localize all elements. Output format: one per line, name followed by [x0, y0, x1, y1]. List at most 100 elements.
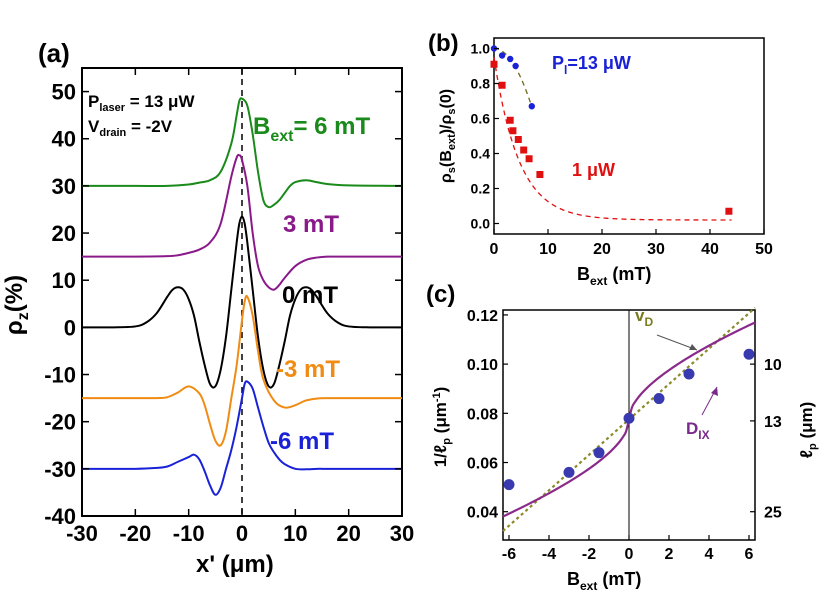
- curve-label-minus3mT: -3 mT: [276, 356, 340, 383]
- b-xtick-label: 10: [539, 241, 557, 258]
- legend-low-power: 1 μW: [572, 160, 615, 180]
- a-ytick-label: 10: [52, 268, 76, 293]
- c-xtick-label: -6: [502, 546, 516, 563]
- panel-a-label: (a): [38, 38, 70, 68]
- a-ytick-label: -20: [44, 410, 76, 435]
- c-xtick-label: 2: [665, 546, 674, 563]
- vd-annotation: vD: [635, 306, 653, 329]
- b-point-low: [498, 81, 506, 89]
- panel-c-y2label: ℓp (μm): [797, 402, 819, 459]
- a-xtick-label: 0: [236, 521, 248, 546]
- panel-c-ylabel: 1/ℓp (μm-1): [431, 387, 453, 468]
- c-ytick-label: 0.12: [467, 308, 498, 325]
- c-xtick-label: 0: [625, 546, 634, 563]
- b-point-low: [520, 146, 528, 154]
- dix-arrowhead: [711, 387, 718, 396]
- drain-voltage-param: Vdrain = -2V: [88, 117, 173, 139]
- b-point-high: [498, 52, 506, 59]
- a-xtick-label: -30: [66, 521, 98, 546]
- a-xtick-label: 30: [390, 521, 414, 546]
- panel-a-series-3: [82, 294, 402, 447]
- panel-c-marks: [502, 307, 756, 540]
- curve-label-minus6mT: -6 mT: [270, 428, 334, 455]
- panel-b-ticks: 0 10 20 30 40 50 0.0 0.2 0.4 0.6 0.8 1.0: [471, 41, 773, 259]
- b-xtick-label: 20: [593, 241, 611, 258]
- panel-b-label: (b): [428, 30, 459, 57]
- legend-high-power: Pl=13 μW: [552, 53, 631, 77]
- c-point: [623, 412, 635, 424]
- c-xtick-label: 6: [745, 546, 754, 563]
- b-xtick-label: 40: [701, 241, 719, 258]
- b-xtick-label: 50: [755, 241, 773, 258]
- a-ytick-label: 20: [52, 221, 76, 246]
- c-point: [683, 368, 695, 380]
- c-point: [593, 447, 605, 459]
- a-ytick-label: 50: [52, 80, 76, 105]
- b-point-low: [536, 171, 544, 178]
- panel-b-ylabel: ρs(Bext)/ρs(0): [438, 89, 458, 183]
- b-ytick-label: 0.0: [471, 216, 491, 232]
- panel-a: -30 -20 -10 0 10 20 30-40-30-20-1001020304050 …: [1, 38, 414, 578]
- b-ytick-label: 0.8: [471, 76, 491, 92]
- panel-c-ticks: -6 -4 -2 0 2 4 6 0.04 0.06 0.08 0.10 0.12 10 13 25: [467, 308, 782, 563]
- curve-label-0mT: 0 mT: [282, 282, 338, 309]
- curve-label-6mT: Bext= 6 mT: [253, 113, 371, 145]
- a-xtick-label: -10: [173, 521, 205, 546]
- b-point-low: [506, 116, 514, 124]
- c-ytick-label: 0.04: [467, 505, 498, 522]
- b-point-high: [528, 103, 535, 110]
- panel-b: 0 10 20 30 40 50 0.0 0.2 0.4 0.6 0.8 1.0 (b) Pl=13 …: [428, 30, 773, 288]
- b-point-low: [725, 207, 733, 215]
- b-xtick-label: 0: [490, 241, 499, 258]
- c-xtick-label: 4: [705, 546, 714, 563]
- c-y2tick-label: 10: [764, 357, 782, 374]
- a-ytick-label: 0: [64, 315, 76, 340]
- b-fit-low: [493, 57, 732, 221]
- panel-c: -6 -4 -2 0 2 4 6 0.04 0.06 0.08 0.10 0.12 10 13 25 (c)…: [426, 281, 819, 593]
- panel-b-frame: [493, 37, 765, 235]
- c-ytick-label: 0.08: [467, 406, 498, 423]
- panel-a-curves: [81, 97, 403, 496]
- b-point-high: [507, 55, 514, 63]
- panel-b-xlabel: Bext (mT): [577, 264, 651, 288]
- a-xtick-label: 10: [283, 521, 307, 546]
- b-xtick-label: 30: [647, 241, 665, 258]
- b-point-high: [512, 62, 519, 70]
- a-ytick-label: -30: [44, 457, 76, 482]
- b-ytick-label: 1.0: [471, 41, 491, 57]
- panel-c-xlabel: Bext (mT): [567, 569, 641, 593]
- c-ytick-label: 0.10: [467, 357, 498, 374]
- b-ytick-label: 0.6: [471, 111, 491, 127]
- c-point: [503, 479, 515, 491]
- panel-a-series-0: [82, 97, 403, 209]
- panel-a-series-4: [81, 380, 402, 496]
- vd-arrowhead: [689, 344, 697, 350]
- b-point-low: [514, 136, 522, 143]
- a-xtick-label: -20: [119, 521, 151, 546]
- panel-a-ylabel: ρz(%): [1, 275, 32, 335]
- a-xtick-label: 20: [336, 521, 360, 546]
- a-ytick-label: 40: [52, 127, 76, 152]
- c-point: [653, 393, 665, 405]
- b-point-low: [509, 127, 517, 135]
- b-ytick-label: 0.4: [471, 146, 491, 162]
- panel-a-series-2: [81, 215, 403, 389]
- c-xtick-label: -4: [542, 546, 556, 563]
- panel-b-marks: [490, 45, 733, 221]
- c-ytick-label: 0.06: [467, 456, 498, 473]
- b-point-low: [490, 60, 498, 68]
- b-point-low: [525, 155, 533, 163]
- c-y2tick-label: 25: [764, 505, 782, 522]
- c-point: [743, 348, 755, 360]
- c-point: [563, 466, 575, 478]
- c-y2tick-label: 13: [764, 414, 782, 431]
- a-ytick-label: 30: [52, 174, 76, 199]
- c-xtick-label: -2: [582, 546, 596, 563]
- panel-c-label: (c): [426, 281, 455, 308]
- panel-a-series-1: [81, 153, 402, 291]
- a-ytick-label: -40: [44, 504, 76, 529]
- panel-a-xlabel: x' (μm): [196, 551, 274, 578]
- b-ytick-label: 0.2: [471, 181, 491, 197]
